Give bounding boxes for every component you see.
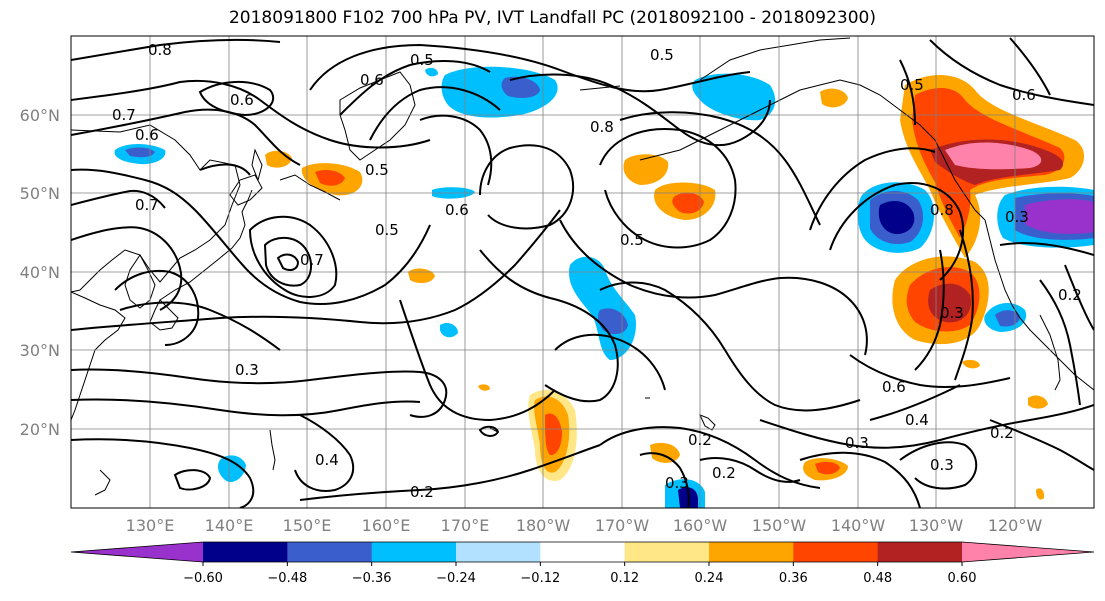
contour-label: 0.6 <box>882 378 906 396</box>
map-title: 2018091800 F102 700 hPa PV, IVT Landfall… <box>228 8 876 28</box>
contour-label: 0.6 <box>445 201 469 219</box>
contour-label: 0.8 <box>148 41 172 59</box>
lon-label: 130°W <box>909 516 964 535</box>
colorbar-segment <box>540 542 626 562</box>
colorbar-segment <box>203 542 288 562</box>
lon-label: 160°W <box>673 516 728 535</box>
contour-label: 0.8 <box>590 118 614 136</box>
lon-label: 140°E <box>205 516 254 535</box>
contour-label: 0.3 <box>1005 208 1029 226</box>
colorbar-tick-label: −0.24 <box>436 571 476 586</box>
colorbar: −0.60 −0.48 −0.36 −0.24 −0.12 0.12 0.24 0.36 0.4… <box>70 541 1095 586</box>
colorbar-segment <box>371 542 457 562</box>
lon-label: 130°E <box>126 516 175 535</box>
colorbar-extend-max <box>962 542 1094 562</box>
colorbar-tick-label: −0.48 <box>267 571 307 586</box>
contour-label: 0.2 <box>410 483 434 501</box>
contour-label: 0.2 <box>712 464 736 482</box>
contour-label-layer: 0.8 0.7 0.6 0.6 0.6 0.5 0.5 0.5 0.6 0.7 … <box>112 41 1082 501</box>
contour-label: 0.5 <box>620 231 644 249</box>
colorbar-segment <box>456 542 541 562</box>
contour-label: 0.5 <box>365 161 389 179</box>
colorbar-tick-label: 0.24 <box>695 571 724 586</box>
lon-label: 120°W <box>988 516 1043 535</box>
colorbar-segment <box>877 542 963 562</box>
contour-label: 0.2 <box>990 424 1014 442</box>
graticule <box>71 36 1094 508</box>
contour-label: 0.2 <box>1058 286 1082 304</box>
contour-label: 0.5 <box>410 51 434 69</box>
colorbar-tick-label: 0.36 <box>779 571 808 586</box>
colorbar-segment <box>624 542 710 562</box>
lat-label: 30°N <box>20 341 60 360</box>
lon-label: 180°W <box>516 516 571 535</box>
lat-label: 40°N <box>20 263 60 282</box>
lon-label: 170°E <box>441 516 490 535</box>
contour-label: 0.6 <box>1012 86 1036 104</box>
lon-label: 160°E <box>362 516 411 535</box>
latitude-labels: 60°N 50°N 40°N 30°N 20°N <box>20 106 60 439</box>
contour-label: 0.3 <box>845 434 869 452</box>
contour-label: 0.5 <box>375 221 399 239</box>
contour-label: 0.3 <box>235 361 259 379</box>
map-frame <box>70 35 1095 509</box>
contour-label: 0.4 <box>315 451 339 469</box>
lon-label: 170°W <box>595 516 650 535</box>
lat-label: 60°N <box>20 106 60 125</box>
pv-contours <box>71 37 1094 508</box>
shading-layer <box>114 66 1094 508</box>
longitude-labels: 130°E 140°E 150°E 160°E 170°E 180°W 170°… <box>126 516 1043 535</box>
contour-label: 0.8 <box>930 201 954 219</box>
lon-label: 140°W <box>831 516 886 535</box>
colorbar-segment <box>793 542 879 562</box>
contour-label: 0.2 <box>688 431 712 449</box>
contour-label: 0.7 <box>135 196 159 214</box>
contour-label: 0.6 <box>230 91 254 109</box>
contour-label: 0.5 <box>900 76 924 94</box>
contour-label: 0.3 <box>930 456 954 474</box>
contour-label: 0.6 <box>135 126 159 144</box>
contour-label: 0.5 <box>650 46 674 64</box>
contour-label: 0.7 <box>300 251 324 269</box>
contour-label: 0.4 <box>905 411 929 429</box>
colorbar-extend-min <box>71 542 203 562</box>
contour-label: 0.3 <box>940 304 964 322</box>
colorbar-tick-label: 0.60 <box>948 571 977 586</box>
colorbar-tick-label: 0.12 <box>610 571 639 586</box>
map-area: 0.8 0.7 0.6 0.6 0.6 0.5 0.5 0.5 0.6 0.7 … <box>71 36 1094 508</box>
lat-label: 20°N <box>20 420 60 439</box>
contour-label: 0.6 <box>360 71 384 89</box>
lon-label: 150°W <box>752 516 807 535</box>
colorbar-tick-label: −0.12 <box>520 571 560 586</box>
contour-label: 0.3 <box>665 474 689 492</box>
lon-label: 150°E <box>283 516 332 535</box>
colorbar-tick-label: −0.36 <box>352 571 392 586</box>
lat-label: 50°N <box>20 184 60 203</box>
contour-label: 0.7 <box>112 106 136 124</box>
colorbar-segment <box>709 542 794 562</box>
colorbar-tick-label: 0.48 <box>863 571 892 586</box>
colorbar-segment <box>287 542 373 562</box>
colorbar-tick-label: −0.60 <box>183 571 223 586</box>
